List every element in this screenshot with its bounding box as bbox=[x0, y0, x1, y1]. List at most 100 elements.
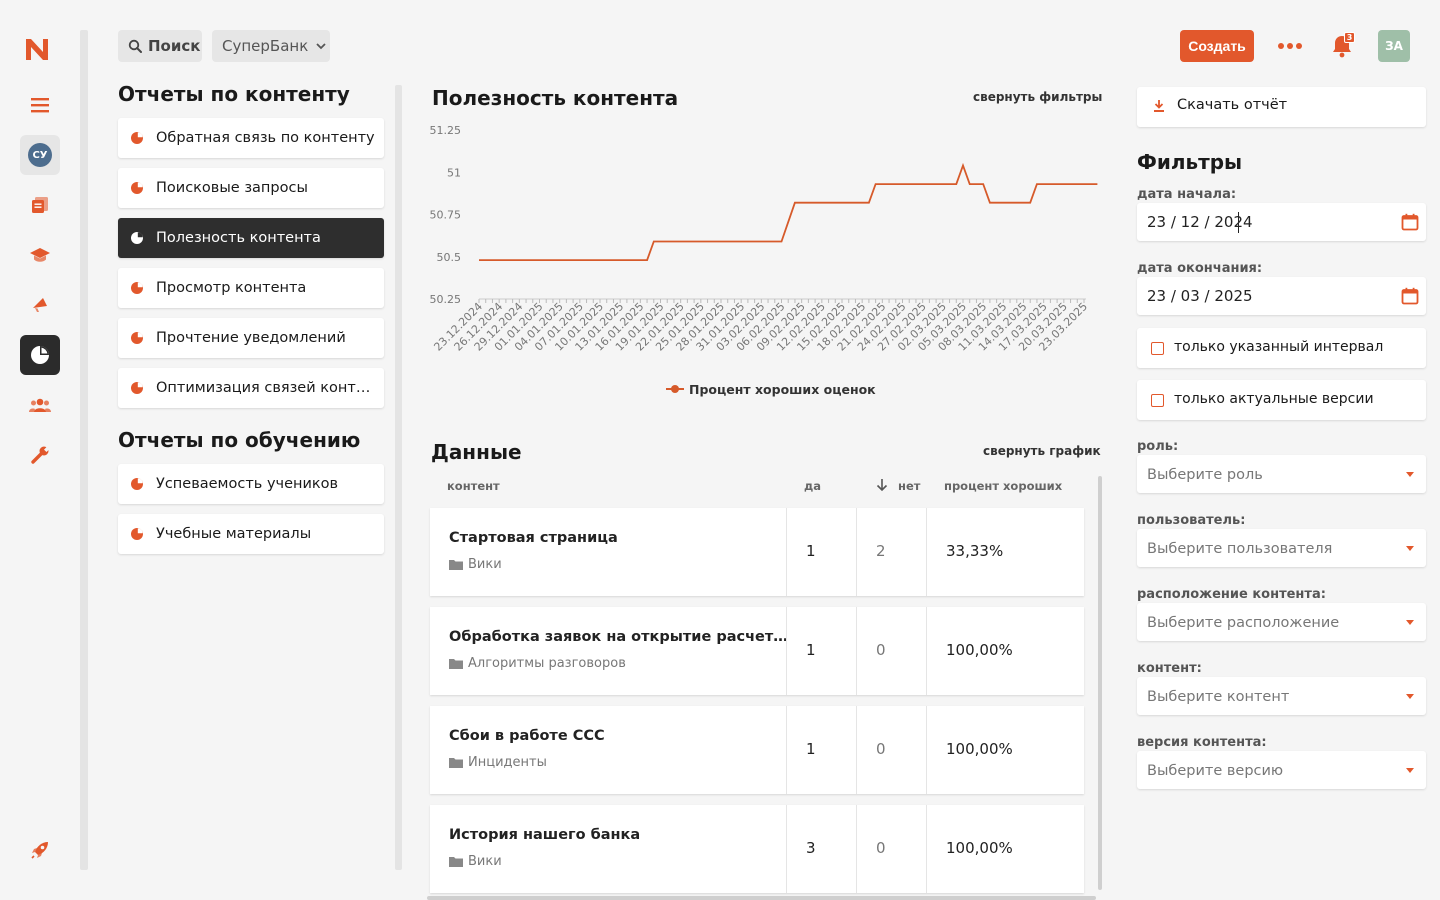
content-select[interactable]: Выберите контент bbox=[1137, 677, 1426, 715]
notifications-bell[interactable]: 3 bbox=[1331, 32, 1357, 58]
only-interval-checkbox[interactable]: только указанный интервал bbox=[1137, 328, 1426, 368]
caret-down-icon bbox=[1406, 768, 1414, 773]
checkbox-box[interactable] bbox=[1151, 394, 1164, 407]
content-select-label: контент: bbox=[1137, 661, 1202, 676]
user-badge[interactable]: СУ bbox=[20, 135, 60, 175]
start-date-input[interactable]: 23 / 12 / 2024 bbox=[1137, 203, 1426, 241]
location-select-placeholder: Выберите расположение bbox=[1147, 615, 1340, 631]
column-header-percent[interactable]: процент хороших bbox=[944, 479, 1063, 493]
report-item-label: Полезность контента bbox=[156, 230, 321, 246]
column-header-no[interactable]: нет bbox=[898, 479, 921, 493]
documents-icon[interactable] bbox=[20, 185, 60, 225]
rocket-icon[interactable] bbox=[20, 830, 60, 870]
table-row[interactable]: Обработка заявок на открытие расчетного … bbox=[430, 607, 1084, 695]
cell-divider bbox=[786, 706, 787, 794]
learning-reports-title: Отчеты по обучению bbox=[118, 428, 361, 452]
vertical-scrollbar[interactable] bbox=[1098, 476, 1102, 890]
table-row[interactable]: История нашего банка Вики 3 0 100,00% bbox=[430, 805, 1084, 893]
text-cursor bbox=[1238, 212, 1239, 233]
pie-chart-icon bbox=[131, 182, 143, 194]
caret-down-icon bbox=[1406, 546, 1414, 551]
folder-icon bbox=[449, 659, 463, 669]
role-select[interactable]: Выберите роль bbox=[1137, 455, 1426, 493]
row-title[interactable]: Стартовая страница bbox=[449, 530, 618, 546]
user-select[interactable]: Выберите пользователя bbox=[1137, 529, 1426, 567]
user-select-label: пользователь: bbox=[1137, 513, 1246, 528]
reports-pie-icon[interactable] bbox=[20, 335, 60, 375]
report-item-label: Успеваемость учеников bbox=[156, 476, 339, 492]
report-item[interactable]: Полезность контента bbox=[118, 218, 384, 258]
table-row[interactable]: Сбои в работе ССС Инциденты 1 0 100,00% bbox=[430, 706, 1084, 794]
report-item[interactable]: Оптимизация связей контекста bbox=[118, 368, 384, 408]
end-date-value: 23 / 03 / 2025 bbox=[1147, 287, 1253, 305]
row-no: 2 bbox=[876, 542, 886, 560]
megaphone-icon[interactable] bbox=[20, 285, 60, 325]
row-folder: Вики bbox=[449, 557, 502, 572]
row-no: 0 bbox=[876, 641, 886, 659]
report-item[interactable]: Поисковые запросы bbox=[118, 168, 384, 208]
row-folder: Инциденты bbox=[449, 755, 547, 770]
wrench-icon[interactable] bbox=[20, 435, 60, 475]
series-line bbox=[479, 162, 1098, 261]
location-select[interactable]: Выберите расположение bbox=[1137, 603, 1426, 641]
column-header-yes[interactable]: да bbox=[804, 479, 822, 493]
row-no: 0 bbox=[876, 839, 886, 857]
logo-icon[interactable] bbox=[24, 36, 56, 62]
report-item[interactable]: Прочтение уведомлений bbox=[118, 318, 384, 358]
y-tick-label: 51.25 bbox=[430, 124, 462, 137]
row-title[interactable]: История нашего банка bbox=[449, 827, 641, 843]
legend-label[interactable]: Процент хороших оценок bbox=[689, 382, 876, 397]
calendar-icon[interactable] bbox=[1401, 213, 1419, 231]
start-date-value: 23 / 12 / 2024 bbox=[1147, 213, 1253, 231]
row-folder-label: Инциденты bbox=[468, 755, 547, 770]
search-button[interactable]: Поиск bbox=[118, 30, 202, 62]
cell-divider bbox=[856, 805, 857, 893]
version-select[interactable]: Выберите версию bbox=[1137, 751, 1426, 789]
caret-down-icon bbox=[1406, 694, 1414, 699]
row-folder: Вики bbox=[449, 854, 502, 869]
calendar-icon[interactable] bbox=[1401, 287, 1419, 305]
collapse-chart-link[interactable]: свернуть график bbox=[983, 444, 1101, 458]
org-select[interactable]: СуперБанк bbox=[212, 30, 330, 62]
row-folder: Алгоритмы разговоров bbox=[449, 656, 626, 671]
end-date-input[interactable]: 23 / 03 / 2025 bbox=[1137, 277, 1426, 315]
horizontal-scrollbar[interactable] bbox=[427, 896, 1096, 900]
avatar[interactable]: ЗА bbox=[1378, 30, 1410, 62]
cell-divider bbox=[786, 805, 787, 893]
report-item[interactable]: Учебные материалы bbox=[118, 514, 384, 554]
report-item[interactable]: Просмотр контента bbox=[118, 268, 384, 308]
y-tick-label: 50.5 bbox=[437, 251, 462, 264]
report-item[interactable]: Обратная связь по контенту bbox=[118, 118, 384, 158]
cell-divider bbox=[926, 607, 927, 695]
row-percent: 100,00% bbox=[946, 839, 1013, 857]
report-item-label: Поисковые запросы bbox=[156, 180, 308, 196]
cell-divider bbox=[856, 607, 857, 695]
more-icon[interactable] bbox=[1276, 38, 1304, 54]
menu-icon[interactable] bbox=[20, 85, 60, 125]
graduation-cap-icon[interactable] bbox=[20, 235, 60, 275]
table-row[interactable]: Стартовая страница Вики 1 2 33,33% bbox=[430, 508, 1084, 596]
only-actual-checkbox[interactable]: только актуальные версии bbox=[1137, 380, 1426, 420]
org-select-value: СуперБанк bbox=[222, 37, 309, 55]
row-title[interactable]: Обработка заявок на открытие расчетного … bbox=[449, 629, 789, 645]
row-yes: 1 bbox=[806, 542, 816, 560]
report-item[interactable]: Успеваемость учеников bbox=[118, 464, 384, 504]
pie-chart-icon bbox=[131, 282, 143, 294]
collapse-filters-link[interactable]: свернуть фильтры bbox=[973, 90, 1103, 104]
users-icon[interactable] bbox=[20, 385, 60, 425]
search-label: Поиск bbox=[148, 37, 201, 55]
row-yes: 3 bbox=[806, 839, 816, 857]
download-report-button[interactable]: Скачать отчёт bbox=[1137, 87, 1426, 127]
checkbox-box[interactable] bbox=[1151, 342, 1164, 355]
row-percent: 33,33% bbox=[946, 542, 1004, 560]
sort-arrow-down-icon[interactable] bbox=[876, 478, 888, 492]
cell-divider bbox=[926, 508, 927, 596]
download-icon bbox=[1153, 99, 1165, 113]
cell-divider bbox=[856, 706, 857, 794]
column-header-content[interactable]: контент bbox=[447, 479, 500, 493]
folder-icon bbox=[449, 857, 463, 867]
create-button[interactable]: Создать bbox=[1180, 30, 1254, 62]
notifications-count: 3 bbox=[1344, 32, 1355, 43]
row-title[interactable]: Сбои в работе ССС bbox=[449, 728, 605, 744]
